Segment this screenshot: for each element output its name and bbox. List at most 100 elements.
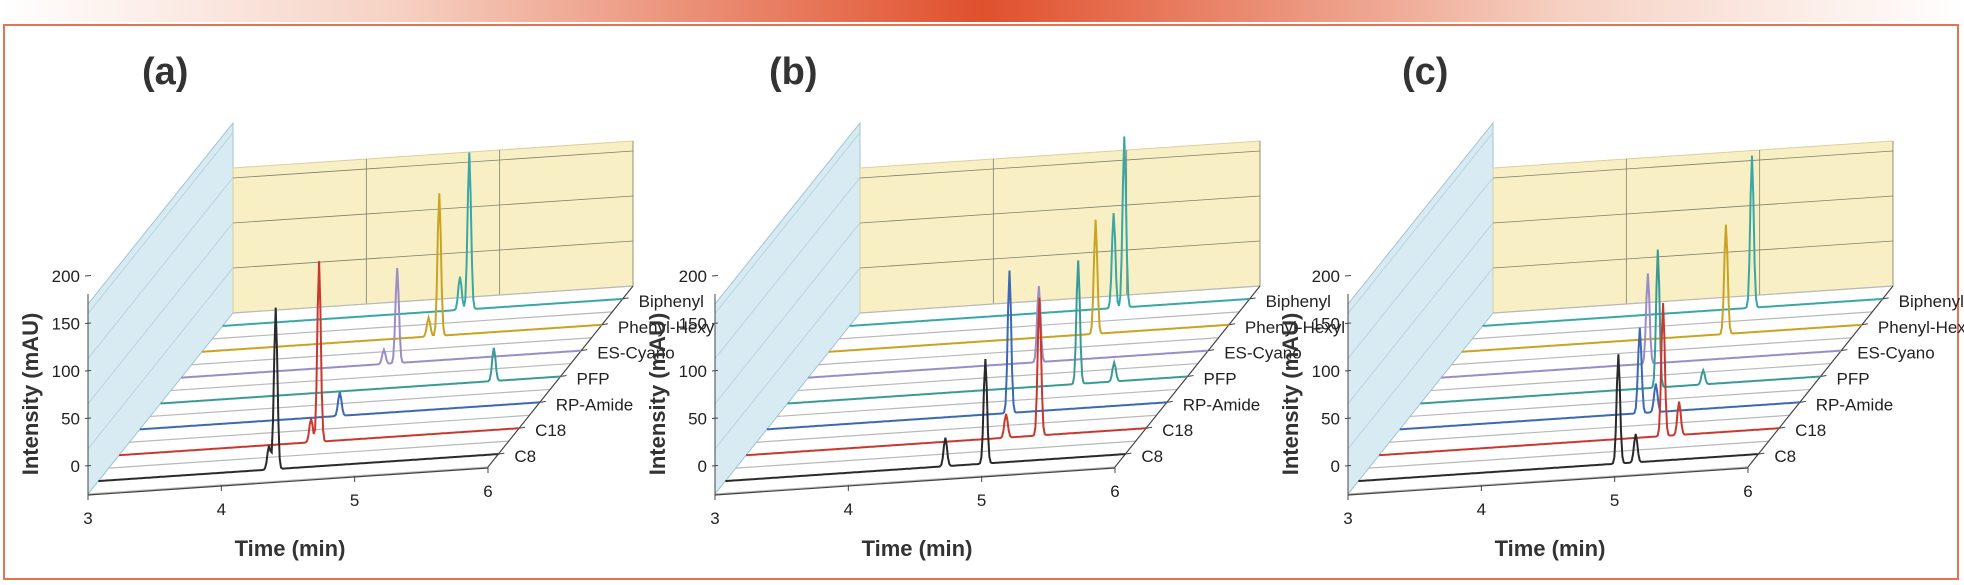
y-tick-label: 150 (52, 315, 80, 334)
series-label: Phenyl-Hexyl (1878, 318, 1964, 337)
y-tick-label: 150 (679, 315, 707, 334)
side-wall-gridline (87, 222, 234, 405)
depth-tick (1841, 349, 1848, 352)
x-axis (1347, 467, 1749, 496)
y-tick-label: 0 (698, 457, 707, 476)
floor-line (212, 311, 613, 340)
floor-line (1430, 362, 1831, 392)
series-label: Phenyl-Hexyl (618, 318, 718, 337)
series-label: PFP (577, 370, 610, 389)
depth-tick (1166, 400, 1173, 403)
series-label: Biphenyl (639, 292, 704, 311)
y-axis-title: Intensity (mAU) (645, 313, 670, 476)
chart-panel-a: 0 50 100 150 200 3 4 5 6 Time (min) Intensity (mAU… (18, 51, 718, 561)
series-trace-c18 (1379, 302, 1780, 457)
x-tick-label: 3 (1343, 509, 1352, 528)
series-trace-es-cyano (808, 286, 1209, 379)
y-tick (84, 417, 92, 419)
series-label: Biphenyl (1899, 292, 1964, 311)
side-wall-gridline (1347, 222, 1494, 405)
series-trace-rp-amide (139, 391, 540, 431)
depth-tick (1187, 375, 1194, 377)
series-label: C18 (1795, 421, 1826, 440)
floor-line (1389, 414, 1790, 443)
series-label: C8 (1141, 447, 1163, 466)
y-tick (711, 465, 719, 467)
floor-line (108, 440, 509, 469)
series-label: C8 (514, 447, 536, 466)
x-tick-label: 6 (1110, 482, 1119, 501)
series-label: RP-Amide (556, 395, 633, 414)
top-accent-bar (0, 0, 1964, 22)
floor-line (714, 466, 1116, 495)
series-trace-c18 (119, 261, 520, 457)
y-tick-label: 100 (52, 362, 80, 381)
figure-frame (3, 24, 1959, 580)
series-label: Phenyl-Hexyl (1245, 318, 1345, 337)
back-wall (232, 140, 634, 314)
x-tick-label: 5 (1610, 491, 1619, 510)
x-axis (714, 467, 1116, 496)
series-trace-phenyl-hexyl (201, 193, 602, 353)
x-tick-label: 4 (844, 500, 853, 519)
depth-tick (581, 349, 588, 352)
floor-line (1472, 311, 1873, 340)
x-tick-label: 4 (1477, 500, 1486, 519)
depth-tick (498, 452, 505, 455)
depth-tick (1778, 426, 1786, 429)
floor-line (1347, 466, 1749, 495)
series-trace-biphenyl (222, 152, 623, 327)
side-wall-gridline (1347, 177, 1494, 359)
y-tick (711, 417, 719, 419)
x-tick-label: 6 (1743, 482, 1752, 501)
y-tick-label: 0 (1331, 457, 1340, 476)
series-trace-biphenyl (1482, 155, 1883, 327)
floor-line (735, 440, 1136, 469)
y-tick-label: 200 (679, 267, 707, 286)
back-wall-gridline (859, 150, 1261, 179)
series-label: RP-Amide (1816, 395, 1893, 414)
depth-tick (1758, 452, 1765, 455)
depth-tick (1249, 297, 1256, 300)
back-wall-gridline (859, 240, 1261, 269)
side-wall-gridline (87, 177, 234, 359)
depth-tick (1799, 400, 1806, 403)
y-axis-title: Intensity (mAU) (18, 313, 43, 476)
y-tick (84, 370, 92, 372)
y-tick (1344, 322, 1352, 324)
x-tick-label: 5 (977, 491, 986, 510)
y-tick-label: 0 (71, 457, 80, 476)
floor-line (191, 337, 592, 366)
series-label: RP-Amide (1183, 395, 1260, 414)
side-wall-gridline (714, 132, 861, 314)
series-trace-pfp (160, 347, 561, 405)
x-tick-label: 4 (217, 500, 226, 519)
depth-tick (1820, 375, 1827, 377)
y-tick (711, 275, 719, 277)
series-trace-phenyl-hexyl (828, 219, 1229, 353)
depth-tick (622, 297, 629, 300)
depth-tick (560, 375, 567, 377)
x-axis-title: Time (min) (235, 536, 346, 561)
back-wall-gridline (232, 150, 634, 179)
side-wall-gridline (1347, 267, 1494, 450)
y-tick (1344, 417, 1352, 419)
side-wall-gridline (714, 222, 861, 405)
series-label: ES-Cyano (1224, 344, 1301, 363)
back-wall-gridline (859, 195, 1261, 224)
series-trace-es-cyano (181, 268, 582, 379)
y-tick (84, 322, 92, 324)
depth-tick (1861, 323, 1869, 326)
chart-panel-c: 0 50 100 150 200 3 4 5 6 Time (min) Intensity (mAU… (1278, 51, 1964, 561)
depth-tick (601, 323, 609, 326)
back-wall (859, 140, 1261, 314)
back-wall-gridline (1492, 240, 1894, 269)
y-tick (84, 275, 92, 277)
floor-line (1492, 285, 1894, 314)
y-tick (1344, 275, 1352, 277)
side-wall (714, 121, 861, 496)
y-tick (1344, 370, 1352, 372)
y-tick-label: 50 (1321, 410, 1340, 429)
series-label: C18 (535, 421, 566, 440)
